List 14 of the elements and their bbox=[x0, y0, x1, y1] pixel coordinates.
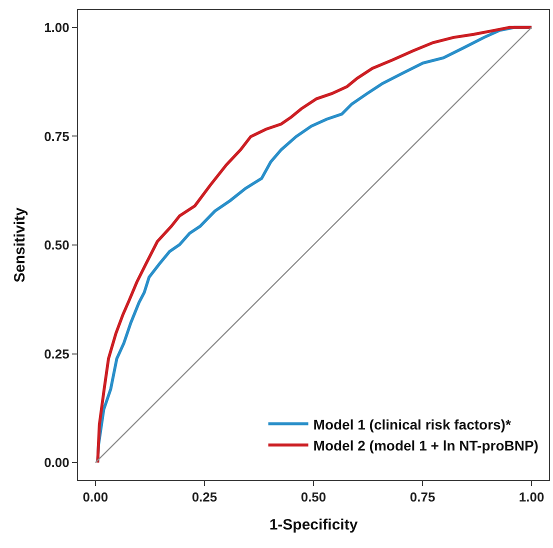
x-tick-label: 0.75 bbox=[410, 490, 436, 505]
x-tick-label: 0.50 bbox=[300, 490, 326, 505]
y-tick-label: 0.25 bbox=[44, 346, 70, 362]
y-axis-title: Sensitivity bbox=[11, 206, 28, 283]
y-tick-label: 0.50 bbox=[44, 238, 70, 253]
x-axis-title: 1-Specificity bbox=[269, 516, 358, 534]
y-tick-label: 1.00 bbox=[44, 20, 70, 35]
x-tick-label: 0.00 bbox=[82, 490, 108, 505]
legend-label: Model 2 (model 1 + ln NT-proBNP) bbox=[313, 437, 538, 454]
y-tick-label: 0.00 bbox=[44, 455, 70, 470]
y-tick-label: 0.75 bbox=[44, 128, 70, 144]
x-tick-label: 1.00 bbox=[518, 490, 544, 505]
legend-label: Model 1 (clinical risk factors)* bbox=[313, 416, 512, 432]
x-tick-label: 0.25 bbox=[192, 490, 218, 505]
